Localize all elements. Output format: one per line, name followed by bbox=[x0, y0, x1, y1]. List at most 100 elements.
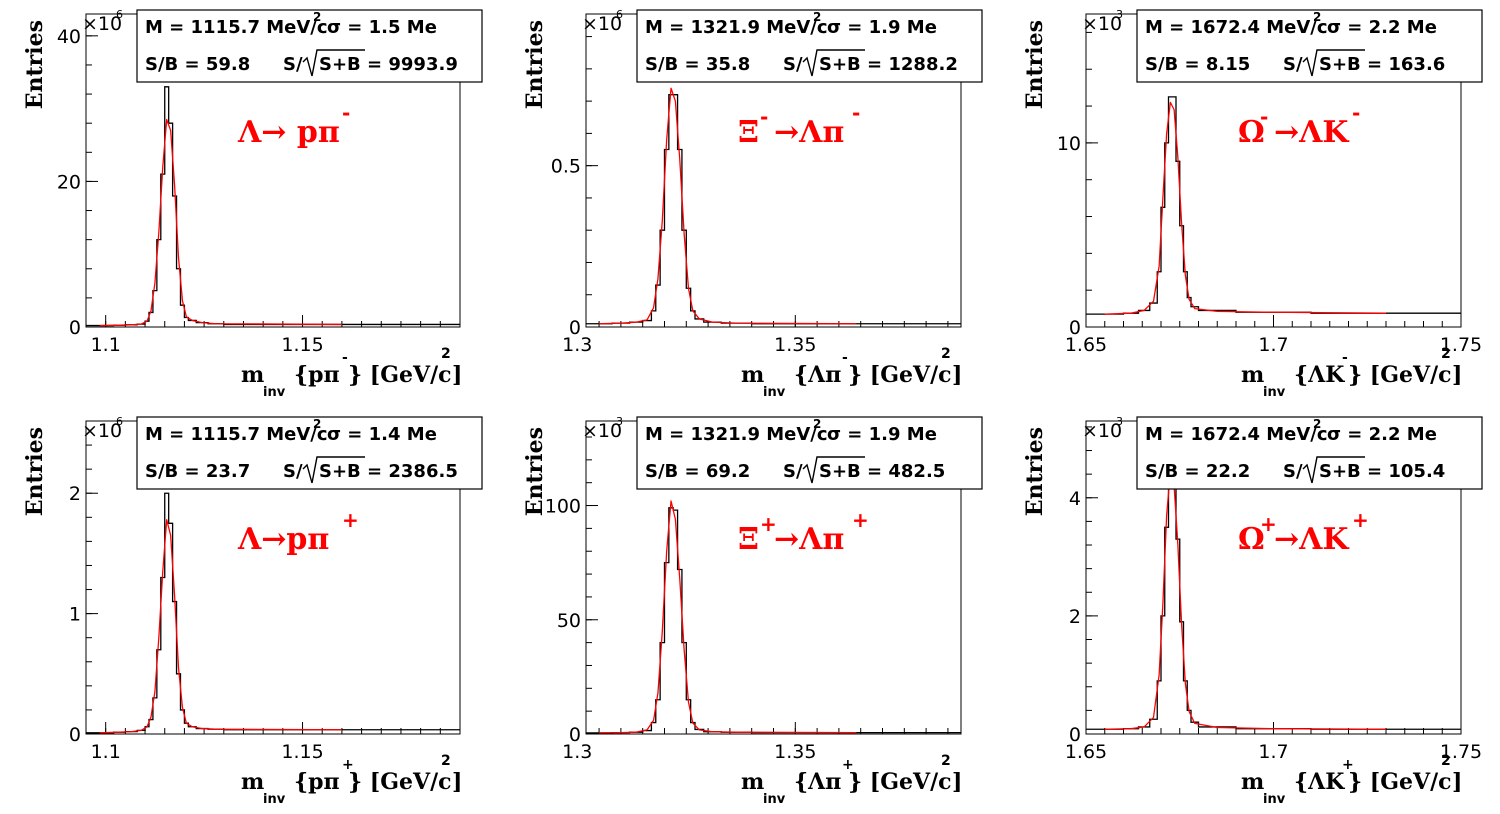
decay-product-charge: - bbox=[342, 101, 350, 125]
stats-significance: S+B = 9993.9 bbox=[319, 54, 458, 75]
decay-parent-charge: + bbox=[760, 512, 777, 536]
x-label-arg-charge: + bbox=[342, 757, 354, 773]
x-label-sub: inv bbox=[1263, 385, 1286, 400]
chart-panel-3: 0 10 1.65 1.7 1.75 ×103 Entries M = 1672.4 MeV/… bbox=[1022, 8, 1483, 400]
decay-parent: Ξ bbox=[738, 522, 759, 557]
decay-parent: Ω bbox=[1238, 115, 1265, 150]
stats-mass-power: 2 bbox=[813, 417, 821, 431]
fit-curve-series bbox=[1104, 101, 1387, 315]
stats-s-over-b: S/B = 35.8 bbox=[645, 54, 750, 75]
stats-significance: S+B = 163.6 bbox=[1319, 54, 1445, 75]
decay-parent-charge: - bbox=[1260, 105, 1268, 129]
x-tick-label: 1.1 bbox=[91, 334, 121, 356]
x-label-end: ] bbox=[452, 362, 462, 388]
x-label-sub: inv bbox=[263, 385, 286, 400]
x-tick-label: 1.7 bbox=[1258, 334, 1288, 356]
sqrt-icon bbox=[1302, 49, 1365, 77]
y-tick-label: 50 bbox=[557, 610, 581, 632]
x-tick-label: 1.7 bbox=[1258, 741, 1288, 763]
decay-channel-label: Ω+→ΛK+ bbox=[1238, 508, 1369, 557]
decay-product-charge: + bbox=[852, 508, 869, 532]
y-axis-label: Entries bbox=[1022, 20, 1048, 109]
x-label-unit-power: 2 bbox=[441, 753, 451, 769]
x-label-unit-power: 2 bbox=[1441, 753, 1451, 769]
stats-box bbox=[136, 9, 483, 83]
decay-products: →ΛK bbox=[1274, 522, 1349, 557]
x-tick-label: 1.75 bbox=[1440, 741, 1482, 763]
histogram-series bbox=[1086, 464, 1461, 730]
x-label-arg: {Λπ bbox=[794, 362, 841, 388]
y-exponent-power: 6 bbox=[116, 8, 123, 21]
decay-parent-charge: - bbox=[760, 105, 768, 129]
x-tick-label: 1.1 bbox=[91, 741, 121, 763]
stats-s-over-b: S/B = 8.15 bbox=[1145, 54, 1250, 75]
y-axis-label: Entries bbox=[522, 427, 548, 516]
x-tick-label: 1.3 bbox=[562, 334, 592, 356]
y-exponent-label: ×10 bbox=[82, 13, 122, 35]
x-tick-label: 1.15 bbox=[281, 741, 323, 763]
stats-significance-prefix: S/ bbox=[1283, 461, 1303, 482]
x-label-arg: {ΛK bbox=[1294, 769, 1345, 795]
decay-product-charge: - bbox=[1352, 101, 1360, 125]
x-label-sub: inv bbox=[1263, 792, 1286, 807]
x-label-end: ] bbox=[952, 769, 962, 795]
stats-mass: M = 1115.7 MeV/c bbox=[145, 424, 328, 445]
x-label-arg: {pπ bbox=[294, 769, 340, 795]
y-tick-label: 0 bbox=[1069, 724, 1081, 746]
x-label-unit: } [GeV/c bbox=[348, 362, 452, 388]
fit-curve-series bbox=[99, 118, 342, 327]
y-tick-label: 2 bbox=[69, 483, 81, 505]
y-tick-label: 20 bbox=[57, 171, 81, 193]
y-exponent-power: 3 bbox=[616, 415, 623, 428]
y-exponent-label: ×10 bbox=[582, 13, 622, 35]
x-label-sub: inv bbox=[763, 385, 786, 400]
stats-mass-power: 2 bbox=[313, 10, 321, 24]
y-exponent-label: ×10 bbox=[582, 420, 622, 442]
decay-parent: Ξ bbox=[738, 115, 759, 150]
stats-s-over-b: S/B = 69.2 bbox=[645, 461, 750, 482]
x-label-unit: } [GeV/c bbox=[848, 769, 952, 795]
x-label-unit: } [GeV/c bbox=[348, 769, 452, 795]
y-exponent-label: ×10 bbox=[1082, 13, 1122, 35]
sqrt-icon bbox=[802, 456, 865, 484]
stats-mass: M = 1672.4 MeV/c bbox=[1145, 17, 1328, 38]
x-label-arg-charge: + bbox=[1342, 757, 1354, 773]
y-exponent-label: ×10 bbox=[1082, 420, 1122, 442]
x-label-arg: {pπ bbox=[294, 362, 340, 388]
decay-product-charge: - bbox=[852, 101, 860, 125]
stats-box bbox=[1136, 9, 1483, 83]
x-label-main: m bbox=[1241, 769, 1264, 795]
y-exponent-power: 3 bbox=[1116, 415, 1123, 428]
y-tick-label: 40 bbox=[57, 26, 81, 48]
sqrt-icon bbox=[1302, 456, 1365, 484]
x-label-unit-power: 2 bbox=[441, 346, 451, 362]
stats-significance-prefix: S/ bbox=[283, 54, 303, 75]
x-tick-label: 1.75 bbox=[1440, 334, 1482, 356]
y-exponent-power: 6 bbox=[616, 8, 623, 21]
x-tick-label: 1.65 bbox=[1065, 334, 1107, 356]
x-label-end: ] bbox=[952, 362, 962, 388]
stats-mass: M = 1321.9 MeV/c bbox=[645, 424, 828, 445]
stats-sigma: σ = 1.5 Me bbox=[327, 17, 437, 38]
x-label-sub: inv bbox=[763, 792, 786, 807]
y-tick-label: 10 bbox=[1057, 133, 1081, 155]
x-label-sub: inv bbox=[263, 792, 286, 807]
chart-panel-5: 0 50 100 1.3 1.35 ×103 Entries M = 1321.9 MeV/c… bbox=[522, 415, 983, 807]
stats-significance-prefix: S/ bbox=[1283, 54, 1303, 75]
y-axis-label: Entries bbox=[1022, 427, 1048, 516]
y-tick-label: 2 bbox=[1069, 606, 1081, 628]
y-axis-label: Entries bbox=[22, 427, 48, 516]
sqrt-icon bbox=[302, 456, 365, 484]
x-label-arg: {ΛK bbox=[1294, 362, 1345, 388]
sqrt-icon bbox=[802, 49, 865, 77]
x-label-end: ] bbox=[452, 769, 462, 795]
x-label-unit: } [GeV/c bbox=[1348, 769, 1452, 795]
fit-curve-series bbox=[599, 500, 857, 734]
stats-box bbox=[636, 9, 983, 83]
